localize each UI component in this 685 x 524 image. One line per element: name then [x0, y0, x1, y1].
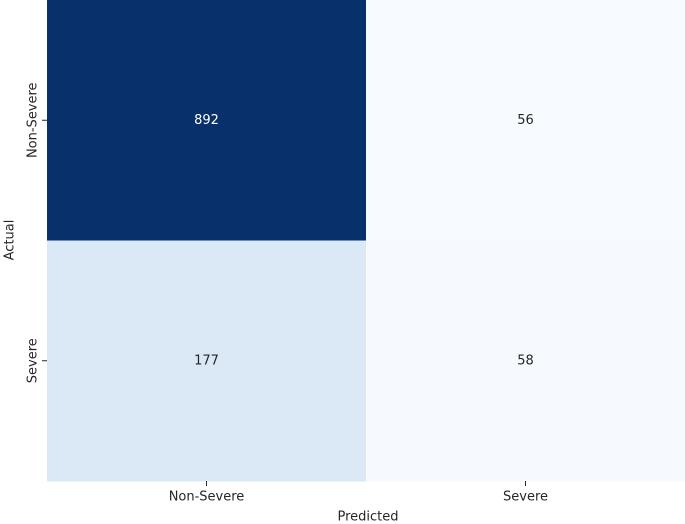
cell-label: 58 — [517, 353, 534, 368]
heatmap-cell — [47, 0, 367, 241]
y-tick-label: Severe — [26, 338, 41, 383]
y-axis-label: Actual — [3, 220, 18, 261]
cell-label: 56 — [517, 113, 534, 128]
x-axis-label: Predicted — [337, 510, 398, 524]
y-tick-label: Non-Severe — [26, 82, 41, 158]
heatmap-cell — [366, 240, 685, 482]
heatmap-cell — [47, 240, 367, 482]
x-tick-label: Non-Severe — [169, 490, 245, 505]
x-tick-label: Severe — [503, 490, 548, 505]
heatmap-cell — [366, 0, 685, 241]
cell-label: 177 — [194, 353, 219, 368]
cell-label: 892 — [194, 113, 219, 128]
